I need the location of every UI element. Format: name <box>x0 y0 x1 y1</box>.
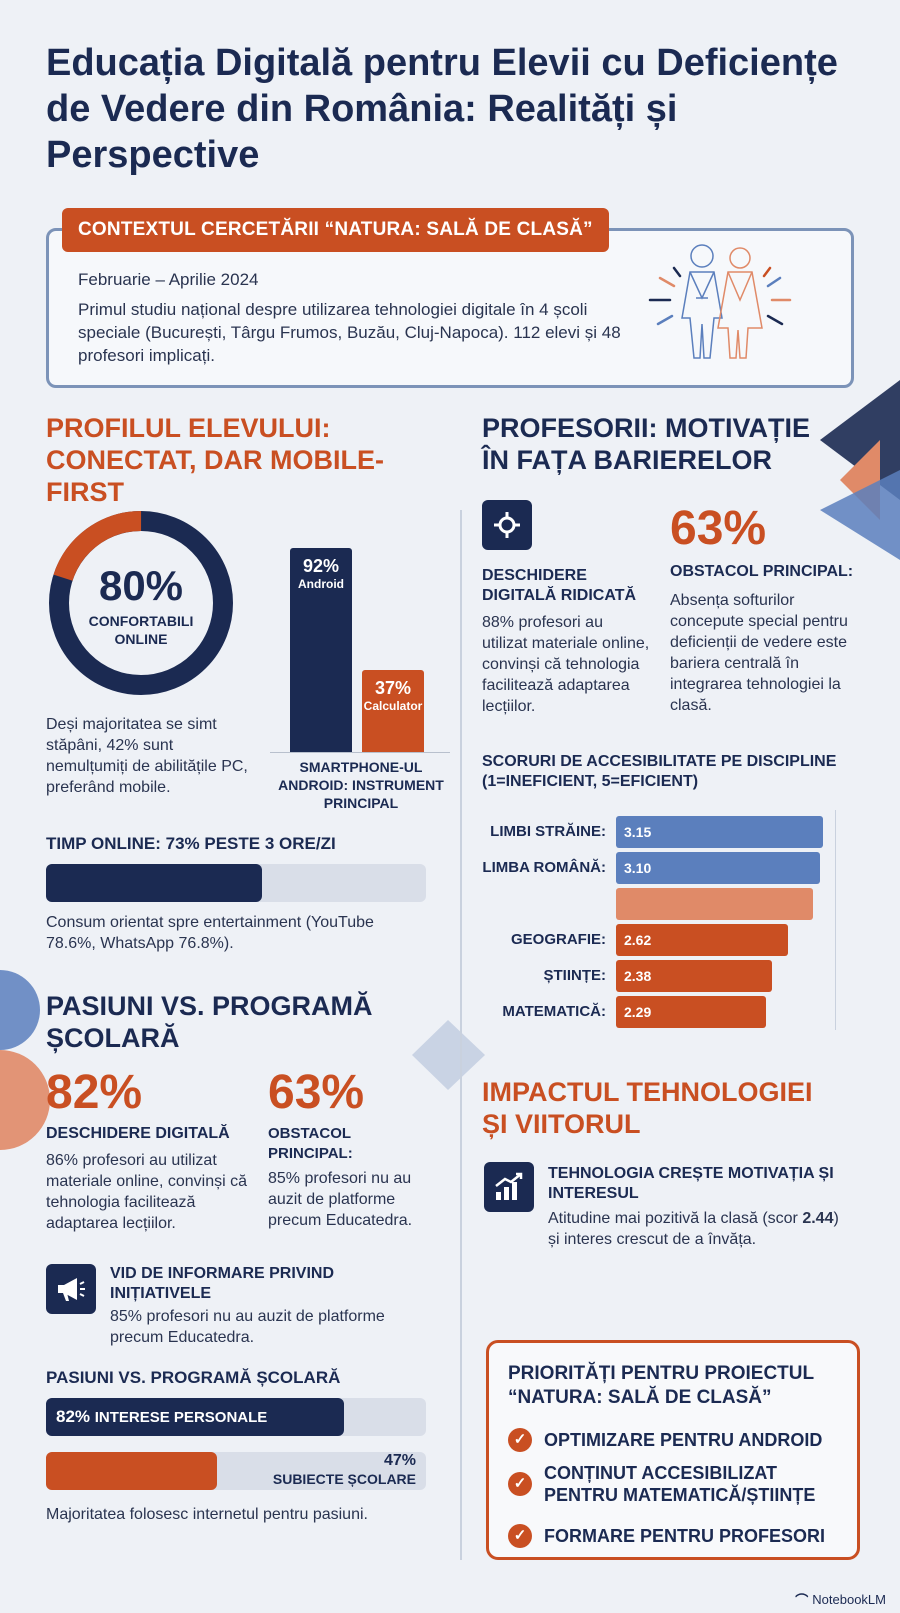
passions-footer-note: Majoritatea folosesc internetul pentru p… <box>46 1506 368 1523</box>
android-bar: 92% Android <box>290 547 352 752</box>
online-time-fill <box>46 864 263 902</box>
priority-item: ✓ OPTIMIZARE PENTRU ANDROID <box>508 1428 848 1452</box>
donut-label: CONFORTABILI ONLINE <box>88 613 194 647</box>
context-date: Februarie – Aprilie 2024 <box>78 270 259 289</box>
accessibility-category-label: ȘTIINȚE: <box>543 967 607 984</box>
context-description: Primul studiu național despre utilizarea… <box>78 300 621 365</box>
context-box <box>46 228 854 388</box>
priority-item: ✓ FORMARE PENTRU PROFESORI <box>508 1524 848 1548</box>
passions-bars-heading: PASIUNI VS. PROGRAMĂ ȘCOLARĂ <box>46 1368 341 1387</box>
obstacle-value: 63% <box>670 502 767 555</box>
passion-bar <box>46 1452 218 1490</box>
accessibility-bar: 3.10 <box>616 852 820 884</box>
impact-text-end: ) și interes crescut de a învăța. <box>548 1210 839 1248</box>
passions-bar-chart: 82% INTERESE PERSONALE 47% SUBIECTE ȘCOLAR… <box>46 1398 426 1494</box>
accessibility-bar <box>616 888 814 920</box>
impact-heading: IMPACTUL TEHNOLOGIEI ȘI VIITORUL <box>482 1077 813 1139</box>
priority-item: ✓ CONȚINUT ACCESIBILIZAT PENTRU MATEMATI… <box>508 1462 848 1506</box>
impact-text: Atitudine mai pozitivă la clasă (scor 2.… <box>548 1208 848 1250</box>
impact-score: 2.44 <box>802 1210 834 1227</box>
accessibility-chart-title: SCORURI DE ACCESIBILITATE PE DISCIPLINE … <box>482 753 837 790</box>
impact-title: TEHNOLOGIA CREȘTE MOTIVAȚIA ȘI INTERESUL <box>548 1165 834 1202</box>
accessibility-category-label: MATEMATICĂ: <box>502 1003 606 1020</box>
check-icon: ✓ <box>508 1472 532 1496</box>
digital-openness-text: 88% profesori au utilizat materiale onli… <box>482 614 650 715</box>
donut-note: Deși majoritatea se simt stăpâni, 42% su… <box>46 716 248 796</box>
accessibility-chart-gridline <box>835 810 836 1030</box>
passion-bar-category: INTERESE PERSONALE <box>94 1409 268 1426</box>
brand-label: NotebookLM <box>812 1592 886 1607</box>
accessibility-bar: 2.29 <box>616 996 767 1028</box>
obstacle-text: Absența softurilor concepute special pen… <box>670 592 848 714</box>
comfort-donut-chart <box>49 511 233 695</box>
android-bar-chart: 92% Android 37% Calculator <box>270 530 450 752</box>
passions-stat1-text: 86% profesori au utilizat materiale onli… <box>46 1152 247 1232</box>
passion-bar <box>46 1398 344 1436</box>
passions-stat2-title: OBSTACOL PRINCIPAL: <box>268 1125 353 1162</box>
android-bar-label: Android <box>298 576 344 591</box>
check-icon: ✓ <box>508 1524 532 1548</box>
android-bar-value: 92% <box>302 555 340 576</box>
passions-stat2-value: 63% <box>268 1066 365 1119</box>
people-network-icon <box>648 244 792 359</box>
accessibility-category-label: GEOGRAFIE: <box>510 931 606 948</box>
accessibility-bar: 3.15 <box>616 816 823 848</box>
accessibility-category-label: LIMBI STRĂINE: <box>490 823 606 840</box>
growth-chart-icon <box>484 1162 534 1212</box>
priority-item-label: OPTIMIZARE PENTRU ANDROID <box>544 1430 823 1450</box>
online-time-heading: TIMP ONLINE: 73% PESTE 3 ORE/ZI <box>46 834 336 853</box>
info-gap-text: 85% profesori nu au auzit de platforme p… <box>110 1308 385 1346</box>
accessibility-bar-chart: LIMBI STRĂINE: 3.15 LIMBA ROMÂNĂ: 3.10 GEOGR… <box>476 816 856 1036</box>
donut-remainder-arc <box>49 511 233 695</box>
passion-bar-track: 82% INTERESE PERSONALE <box>46 1398 426 1436</box>
passions-heading: PASIUNI VS. PROGRAMĂ ȘCOLARĂ <box>46 991 373 1053</box>
accessibility-bar: 2.62 <box>616 924 789 956</box>
passion-bar-track: 47% SUBIECTE ȘCOLARE <box>46 1452 426 1490</box>
info-gap-title: VID DE INFORMARE PRIVIND INIȚIATIVELE <box>110 1265 335 1302</box>
priorities-box <box>486 1340 860 1560</box>
passions-stat1-value: 82% <box>46 1066 143 1119</box>
accessibility-bar: 2.38 <box>616 960 773 992</box>
online-time-note: Consum orientat spre entertainment (YouT… <box>46 914 374 952</box>
check-icon: ✓ <box>508 1428 532 1452</box>
android-bar-label: Calculator <box>363 698 423 713</box>
digital-openness-icon <box>482 500 532 550</box>
page-title: Educația Digitală pentru Elevii cu Defic… <box>46 42 838 176</box>
obstacle-title: OBSTACOL PRINCIPAL: <box>670 563 854 580</box>
teachers-heading: PROFESORII: MOTIVAȚIE ÎN FAȚA BARIERELOR <box>482 413 811 475</box>
brand: ⌒ NotebookLM <box>795 1590 886 1609</box>
priority-item-label: FORMARE PENTRU PROFESORI <box>544 1526 826 1546</box>
android-chart-title: SMARTPHONE-UL ANDROID: INSTRUMENT PRINCI… <box>278 759 444 811</box>
android-bar: 37% Calculator <box>362 669 424 752</box>
student-profile-heading: PROFILUL ELEVULUI: CONECTAT, DAR MOBILE-… <box>46 413 384 507</box>
accessibility-category-label: LIMBA ROMÂNĂ: <box>482 859 606 876</box>
priorities-heading: PRIORITĂȚI PENTRU PROIECTUL “NATURA: SAL… <box>508 1363 814 1408</box>
online-time-track <box>46 864 426 902</box>
notebooklm-logo-icon: ⌒ <box>795 1593 809 1608</box>
megaphone-icon <box>46 1264 96 1314</box>
donut-value: 80% <box>98 562 184 609</box>
context-heading: CONTEXTUL CERCETĂRII “NATURA: SALĂ DE CL… <box>62 208 609 252</box>
column-divider <box>460 510 462 1560</box>
priority-item-label: CONȚINUT ACCESIBILIZAT PENTRU MATEMATICĂ… <box>544 1463 816 1505</box>
android-bar-value: 37% <box>374 677 412 698</box>
impact-text-start: Atitudine mai pozitivă la clasă (scor <box>548 1210 803 1227</box>
passion-bar-label: 82% INTERESE PERSONALE <box>56 1398 267 1437</box>
passion-bar-value: 82% <box>56 1407 95 1426</box>
passions-stat1-title: DESCHIDERE DIGITALĂ <box>46 1125 230 1142</box>
android-chart-baseline <box>270 752 450 753</box>
digital-openness-title: DESCHIDERE DIGITALĂ RIDICATĂ <box>482 567 637 604</box>
passion-bar-value: 47% <box>383 1452 416 1469</box>
passions-stat2-text: 85% profesori nu au auzit de platforme p… <box>268 1170 413 1229</box>
passion-bar-category: SUBIECTE ȘCOLARE <box>272 1471 416 1487</box>
